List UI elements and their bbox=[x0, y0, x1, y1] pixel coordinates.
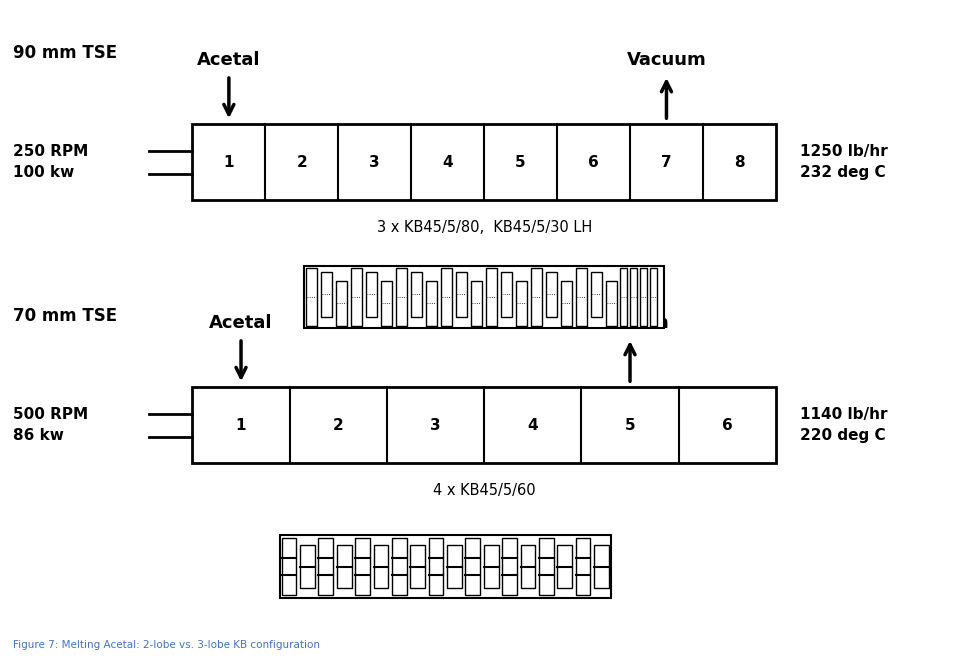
Bar bbox=[484, 545, 498, 588]
Bar bbox=[575, 269, 586, 326]
Bar bbox=[279, 535, 610, 598]
Bar bbox=[441, 269, 452, 326]
Text: Acetal: Acetal bbox=[197, 50, 260, 68]
Bar bbox=[516, 280, 527, 326]
Bar bbox=[365, 272, 377, 317]
Text: Vacuum: Vacuum bbox=[589, 314, 669, 332]
Bar bbox=[465, 538, 480, 595]
Text: 7: 7 bbox=[660, 154, 671, 170]
Bar bbox=[500, 272, 512, 317]
Text: 1250 lb/hr
232 deg C: 1250 lb/hr 232 deg C bbox=[799, 145, 887, 180]
Bar bbox=[606, 280, 616, 326]
Text: 2: 2 bbox=[296, 154, 307, 170]
Bar bbox=[557, 545, 572, 588]
Text: 1140 lb/hr
220 deg C: 1140 lb/hr 220 deg C bbox=[799, 407, 887, 443]
Text: 1: 1 bbox=[235, 418, 246, 433]
Bar bbox=[410, 545, 425, 588]
Bar bbox=[455, 272, 467, 317]
Bar bbox=[590, 272, 602, 317]
Bar bbox=[336, 545, 351, 588]
Bar bbox=[629, 269, 636, 326]
Bar bbox=[520, 545, 534, 588]
Bar bbox=[336, 280, 347, 326]
Bar bbox=[575, 538, 590, 595]
Bar bbox=[396, 269, 407, 326]
Bar bbox=[192, 387, 775, 463]
Bar bbox=[471, 280, 482, 326]
Bar bbox=[192, 125, 775, 200]
Bar bbox=[531, 269, 542, 326]
Bar bbox=[320, 272, 332, 317]
Bar bbox=[351, 269, 362, 326]
Bar bbox=[306, 269, 318, 326]
Text: 2: 2 bbox=[332, 418, 343, 433]
Text: Acetal: Acetal bbox=[209, 314, 273, 332]
Text: Vacuum: Vacuum bbox=[626, 50, 705, 68]
Text: 4: 4 bbox=[527, 418, 537, 433]
Text: 5: 5 bbox=[624, 418, 635, 433]
Bar bbox=[281, 538, 296, 595]
Bar bbox=[381, 280, 392, 326]
Bar bbox=[486, 269, 497, 326]
Text: 1: 1 bbox=[224, 154, 234, 170]
Bar bbox=[545, 272, 557, 317]
Text: 70 mm TSE: 70 mm TSE bbox=[13, 307, 116, 325]
Bar bbox=[373, 545, 388, 588]
Text: 6: 6 bbox=[587, 154, 598, 170]
Text: 3: 3 bbox=[369, 154, 380, 170]
Bar bbox=[355, 538, 369, 595]
Text: 4: 4 bbox=[442, 154, 452, 170]
Text: 6: 6 bbox=[721, 418, 732, 433]
Text: 4 x KB45/5/60: 4 x KB45/5/60 bbox=[433, 483, 534, 498]
Bar bbox=[561, 280, 572, 326]
Text: 3: 3 bbox=[430, 418, 441, 433]
Bar bbox=[446, 545, 461, 588]
Bar bbox=[538, 538, 553, 595]
Text: 500 RPM
86 kw: 500 RPM 86 kw bbox=[13, 407, 88, 443]
Bar bbox=[300, 545, 315, 588]
Bar bbox=[304, 266, 663, 328]
Text: Figure 7: Melting Acetal: 2-lobe vs. 3-lobe KB configuration: Figure 7: Melting Acetal: 2-lobe vs. 3-l… bbox=[13, 640, 319, 650]
Bar bbox=[619, 269, 626, 326]
Text: 3 x KB45/5/80,  KB45/5/30 LH: 3 x KB45/5/80, KB45/5/30 LH bbox=[376, 219, 591, 235]
Bar bbox=[319, 538, 333, 595]
Bar bbox=[639, 269, 647, 326]
Bar bbox=[392, 538, 406, 595]
Text: 8: 8 bbox=[734, 154, 743, 170]
Text: 90 mm TSE: 90 mm TSE bbox=[13, 44, 116, 62]
Text: 5: 5 bbox=[515, 154, 526, 170]
Bar bbox=[649, 269, 657, 326]
Text: 250 RPM
100 kw: 250 RPM 100 kw bbox=[13, 145, 88, 180]
Bar bbox=[410, 272, 422, 317]
Bar bbox=[593, 545, 608, 588]
Bar bbox=[426, 280, 437, 326]
Bar bbox=[428, 538, 443, 595]
Bar bbox=[501, 538, 517, 595]
